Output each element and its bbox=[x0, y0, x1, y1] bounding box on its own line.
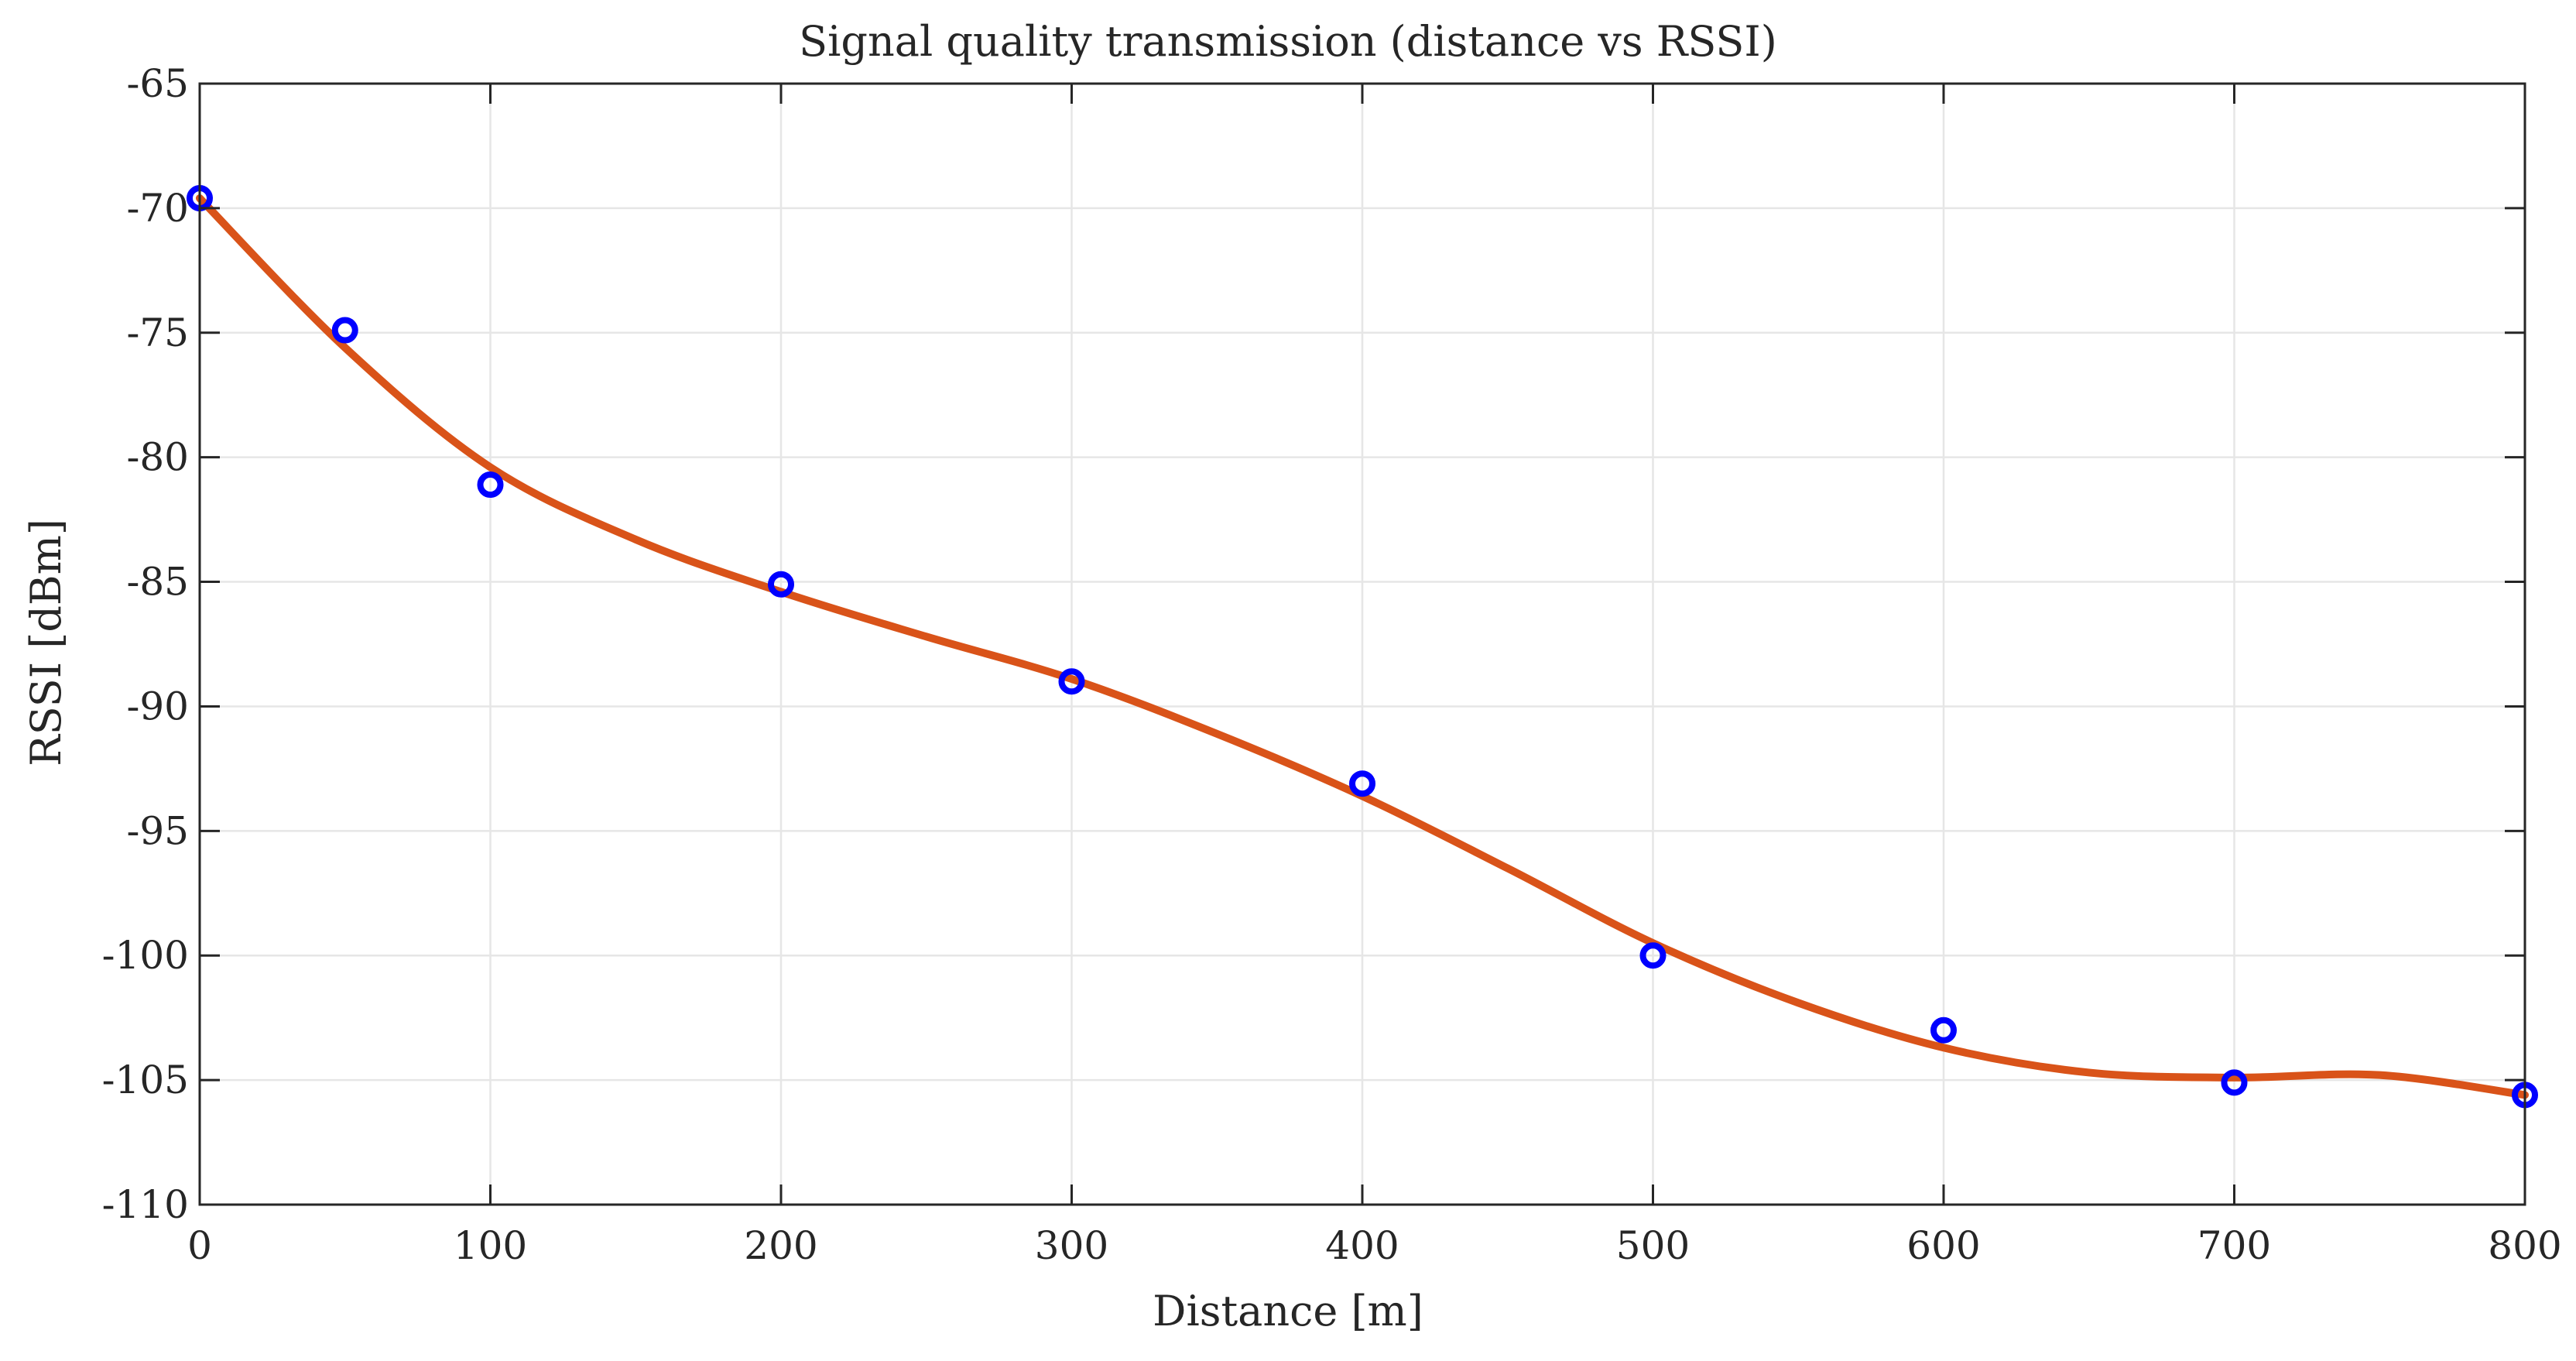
x-tick-label: 300 bbox=[1035, 1223, 1108, 1268]
x-tick-label: 100 bbox=[454, 1223, 527, 1268]
grid bbox=[200, 84, 2525, 1205]
y-tick-label: -100 bbox=[102, 933, 189, 978]
chart: 0 100 200 300 400 500 600 700 800 -65 -70 -75 -80 -85… bbox=[0, 0, 2576, 1357]
x-tick-label: 800 bbox=[2488, 1223, 2561, 1268]
x-tick-label: 0 bbox=[187, 1223, 212, 1268]
y-tick-label: -90 bbox=[126, 684, 189, 728]
y-tick-label: -70 bbox=[126, 186, 189, 231]
y-tick-label: -105 bbox=[102, 1058, 189, 1102]
ticks: 0 100 200 300 400 500 600 700 800 -65 -70 -75 -80 -85… bbox=[102, 61, 2562, 1268]
y-tick-label: -110 bbox=[102, 1182, 189, 1227]
y-tick-label: -80 bbox=[126, 435, 189, 480]
x-tick-label: 200 bbox=[744, 1223, 817, 1268]
x-axis-label: Distance [m] bbox=[1153, 1287, 1423, 1335]
x-tick-label: 500 bbox=[1616, 1223, 1690, 1268]
chart-svg: 0 100 200 300 400 500 600 700 800 -65 -70 -75 -80 -85… bbox=[0, 0, 2576, 1357]
y-axis-label: RSSI [dBm] bbox=[22, 519, 70, 766]
data-point bbox=[335, 321, 355, 341]
x-tick-label: 400 bbox=[1325, 1223, 1399, 1268]
y-tick-label: -75 bbox=[126, 310, 189, 355]
y-tick-label: -65 bbox=[126, 61, 189, 106]
y-tick-label: -95 bbox=[126, 808, 189, 853]
y-tick-label: -85 bbox=[126, 560, 189, 605]
x-tick-label: 600 bbox=[1906, 1223, 1980, 1268]
chart-title: Signal quality transmission (distance vs… bbox=[799, 17, 1777, 66]
x-tick-label: 700 bbox=[2197, 1223, 2271, 1268]
